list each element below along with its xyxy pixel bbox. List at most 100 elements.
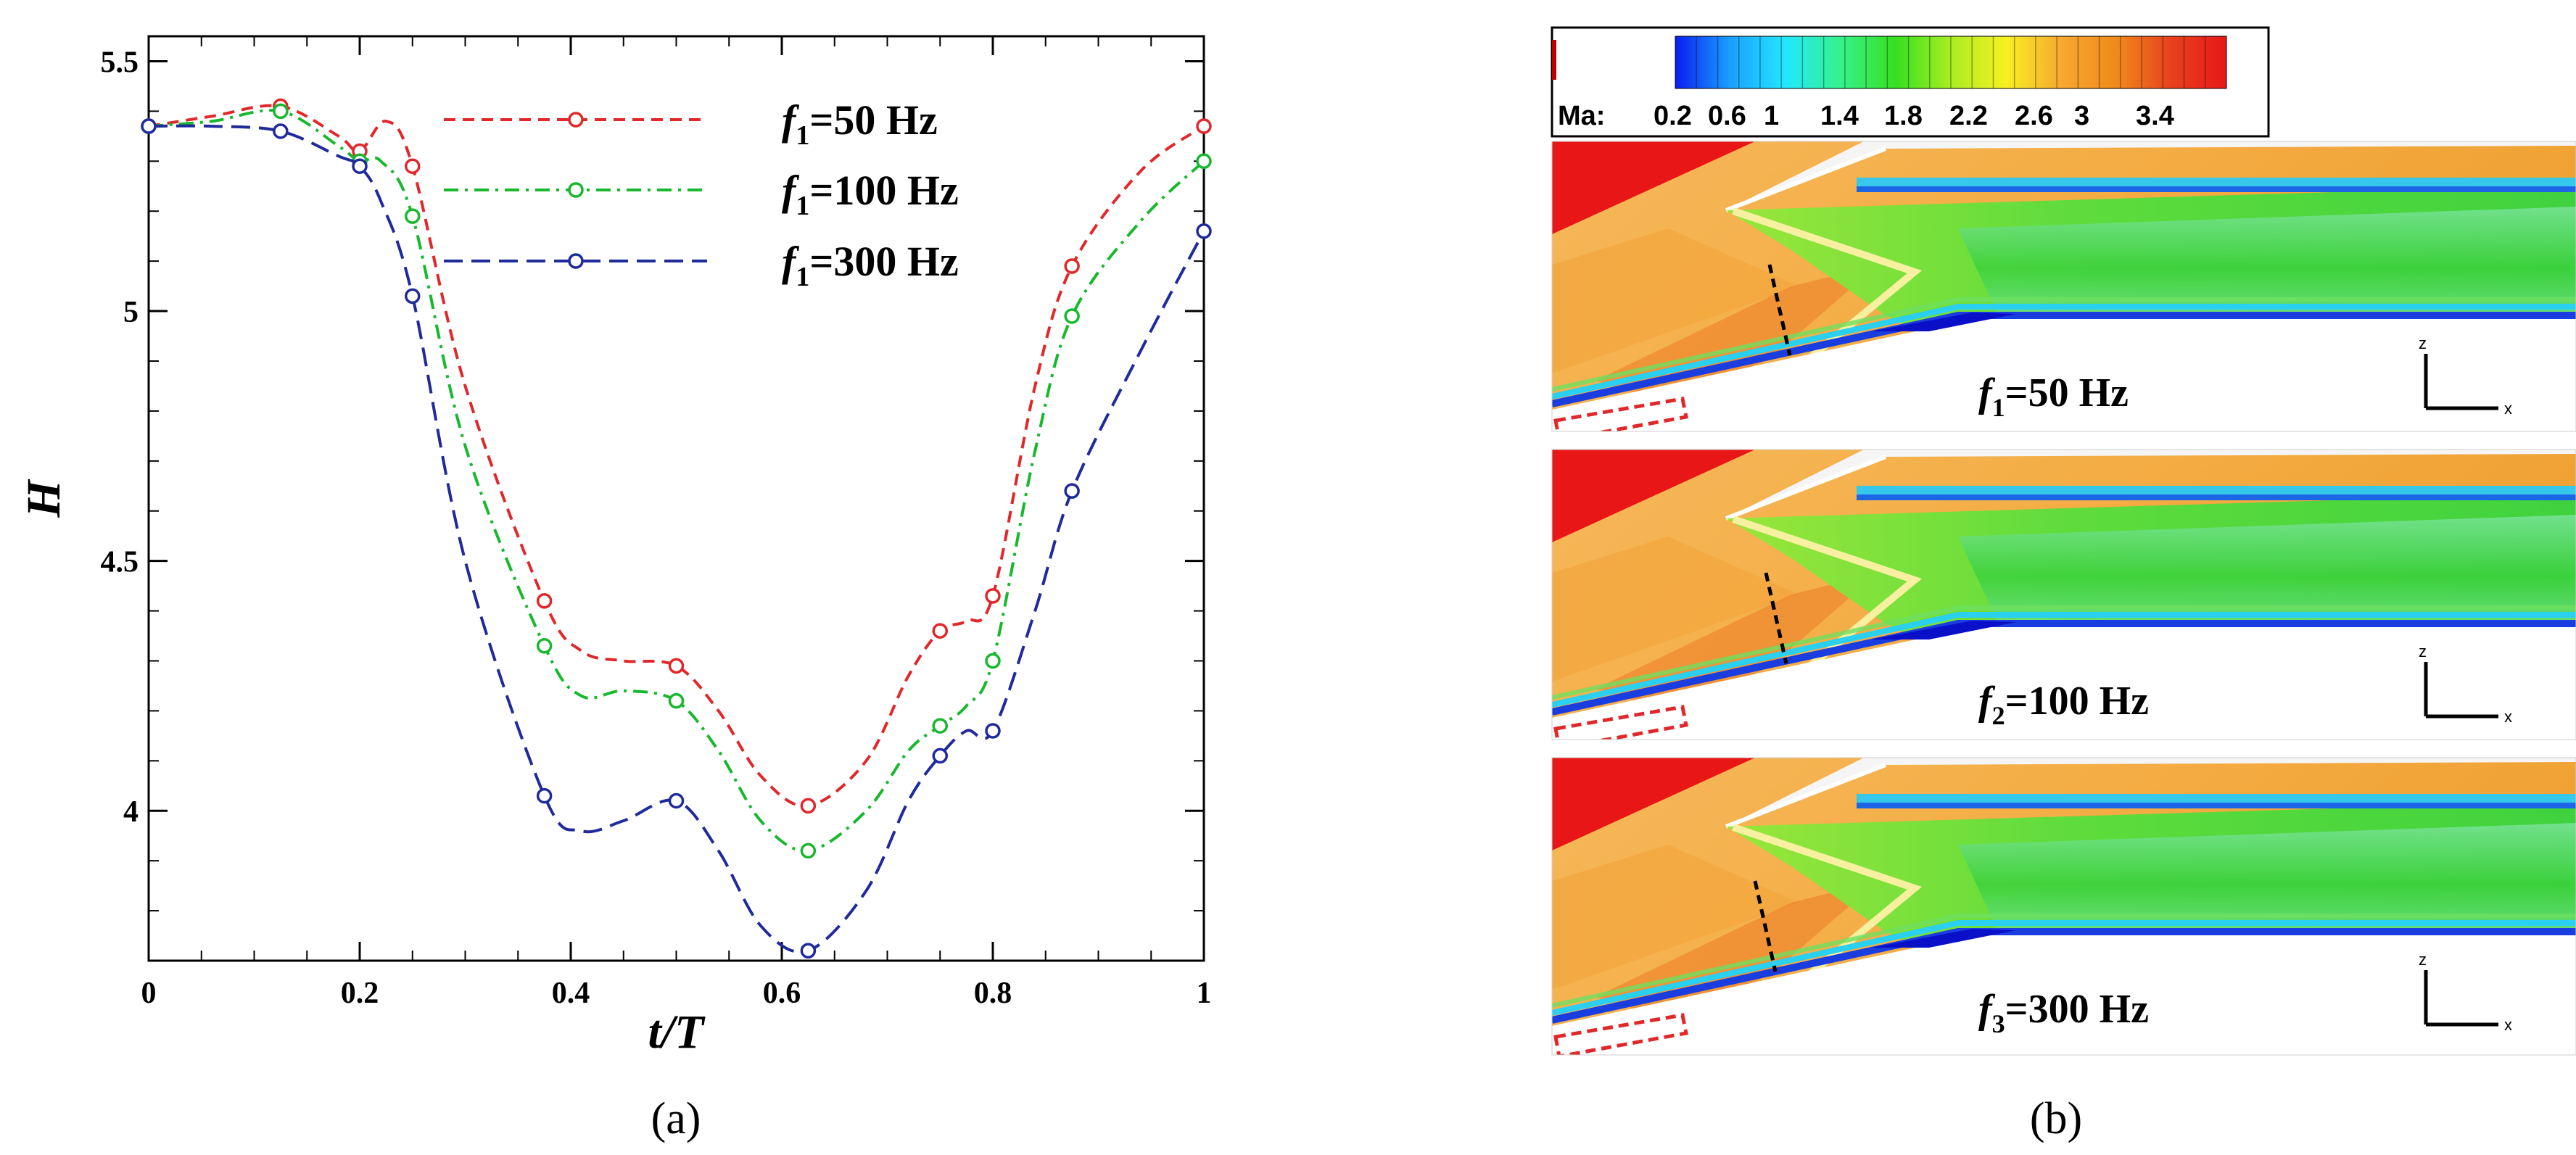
upper-wall-boundary (1857, 803, 2576, 808)
panel-label-b: (b) (2030, 1094, 2082, 1143)
ramp-wall (1552, 935, 2576, 1055)
series-marker-0 (985, 588, 1001, 604)
jet-highlight-box (1553, 1013, 1688, 1055)
upper-wall-boundary (1857, 186, 2576, 192)
series-marker-2 (141, 118, 157, 134)
legend: f1=50 Hz f1=100 Hz f1=300 Hz (444, 96, 959, 292)
series-marker-1 (932, 718, 948, 734)
ramp-shear-layer (1552, 920, 2576, 1016)
separation-bubble (1871, 312, 2016, 331)
colorbar-tick-labels: 0.2 0.6 1 1.4 1.8 2.2 2.6 3 3.4 (1654, 101, 2174, 131)
legend-label-0: f1=50 Hz (782, 96, 938, 151)
colorbar-tick-label: 0.6 (1708, 101, 1746, 131)
series-marker-1 (273, 103, 289, 120)
series-marker-1 (668, 692, 685, 709)
series-line-0 (148, 104, 1205, 808)
colorbar: Ma: 0.2 0.6 1 1.4 1.8 2.2 2.6 3 3.4 (1551, 26, 2270, 138)
series-marker-1 (405, 208, 421, 224)
colorbar-tick-label: 3 (2074, 101, 2089, 131)
measurement-line (1753, 880, 1778, 972)
contour-panel-label-1: f1=50 Hz (1978, 370, 2129, 422)
cowl-lip-line (1725, 763, 1887, 829)
separation-bubble (1871, 621, 2016, 639)
cowl-lip-line (1725, 455, 1887, 521)
isolator-core (1958, 207, 2576, 330)
expansion-band (1552, 537, 1799, 682)
axis-triad-x-label: x (2504, 400, 2512, 418)
expansion-band (1552, 228, 1799, 373)
contour-figure-panel: Ma: 0.2 0.6 1 1.4 1.8 2.2 2.6 3 3.4 f1=50 Hz z x f2… (1551, 26, 2576, 1143)
x-axis-label: t/T (648, 1006, 706, 1059)
shock-ridge (1595, 265, 1878, 402)
measurement-line (1764, 572, 1788, 664)
shock-ridge (1595, 573, 1878, 711)
series-marker-2 (800, 943, 817, 959)
series-marker-2 (1064, 483, 1080, 499)
colorbar-label: Ma: (1558, 101, 1605, 131)
shock-ridge (1595, 881, 1878, 1019)
jet-highlight-box (1553, 397, 1688, 431)
colorbar-tick-label: 2.6 (2015, 101, 2053, 131)
legend-marker-1 (568, 182, 584, 198)
colorbar-gradient (1675, 36, 2227, 89)
y-tick-label: 5.5 (101, 46, 139, 79)
panel-frame (1551, 141, 2576, 432)
colorbar-tick-label: 1.8 (1884, 101, 1923, 131)
series-marker-0 (1196, 118, 1212, 134)
axis-triad-z-label: z (2419, 334, 2427, 352)
series-marker-1 (536, 638, 553, 654)
colorbar-red-mark (1552, 40, 1556, 80)
y-tick-label: 4 (123, 795, 139, 829)
legend-marker-0 (568, 112, 584, 128)
isolator-core (1958, 515, 2576, 638)
isolator-core (1958, 823, 2576, 946)
x-tick-label: 0.8 (974, 977, 1012, 1010)
high-mach-region (1552, 450, 1755, 542)
contour-panel-1 (1552, 141, 2576, 431)
series-group (141, 98, 1212, 959)
series-marker-0 (536, 593, 553, 609)
series-marker-2 (536, 787, 553, 804)
series-marker-2 (668, 792, 685, 809)
axis-triad-z-label: z (2419, 951, 2427, 969)
series-marker-0 (668, 658, 685, 674)
series-line-2 (148, 124, 1205, 953)
x-tick-label: 0.6 (763, 977, 801, 1010)
legend-label-1: f1=100 Hz (782, 167, 959, 221)
jet-highlight-box (1553, 705, 1688, 740)
axis-ticks (147, 36, 1205, 961)
y-tick-label: 4.5 (101, 546, 139, 579)
colorbar-tick-label: 0.2 (1654, 101, 1692, 131)
upper-wall-boundary (1857, 494, 2576, 500)
ramp-shear-layer (1552, 612, 2576, 708)
series-marker-2 (405, 288, 421, 305)
series-marker-2 (273, 123, 289, 139)
ramp-green-layer (1552, 914, 2576, 1008)
axis-triad-x-label: x (2504, 1016, 2512, 1034)
ramp-green-layer (1552, 297, 2576, 392)
colorbar-tick-label: 2.2 (1949, 101, 1988, 131)
series-marker-1 (1064, 308, 1080, 324)
colorbar-tick-label: 3.4 (2136, 101, 2174, 131)
contour-panels: f1=50 Hz z x f2=100 Hz z x f3=300 Hz z x (1551, 141, 2576, 1056)
series-line-1 (148, 109, 1205, 853)
panel-frame (1551, 757, 2576, 1056)
contour-panel-label-2: f2=100 Hz (1978, 679, 2149, 730)
x-tick-label: 0.2 (341, 977, 379, 1010)
axis-triad-z-label: z (2419, 642, 2427, 661)
series-marker-0 (1064, 258, 1080, 274)
high-mach-region (1552, 141, 1755, 234)
ramp-wall (1552, 627, 2576, 740)
ramp-shear-layer (1552, 304, 2576, 400)
series-marker-1 (985, 653, 1001, 669)
series-marker-1 (800, 843, 817, 859)
ramp-wall (1552, 319, 2576, 431)
line-chart-panel: 0 0.2 0.4 0.6 0.8 1 4 4.5 5 5.5 f1=50 Hz f1=100 Hz… (17, 35, 1212, 1143)
legend-marker-2 (568, 253, 584, 269)
y-axis-label: H (17, 479, 70, 518)
axis-tick-labels: 0 0.2 0.4 0.6 0.8 1 4 4.5 5 5.5 (101, 46, 1212, 1010)
ramp-green-layer (1552, 605, 2576, 700)
colorbar-tick-label: 1.4 (1820, 101, 1859, 131)
expansion-band (1552, 845, 1799, 990)
contour-panel-3 (1552, 758, 2576, 1055)
